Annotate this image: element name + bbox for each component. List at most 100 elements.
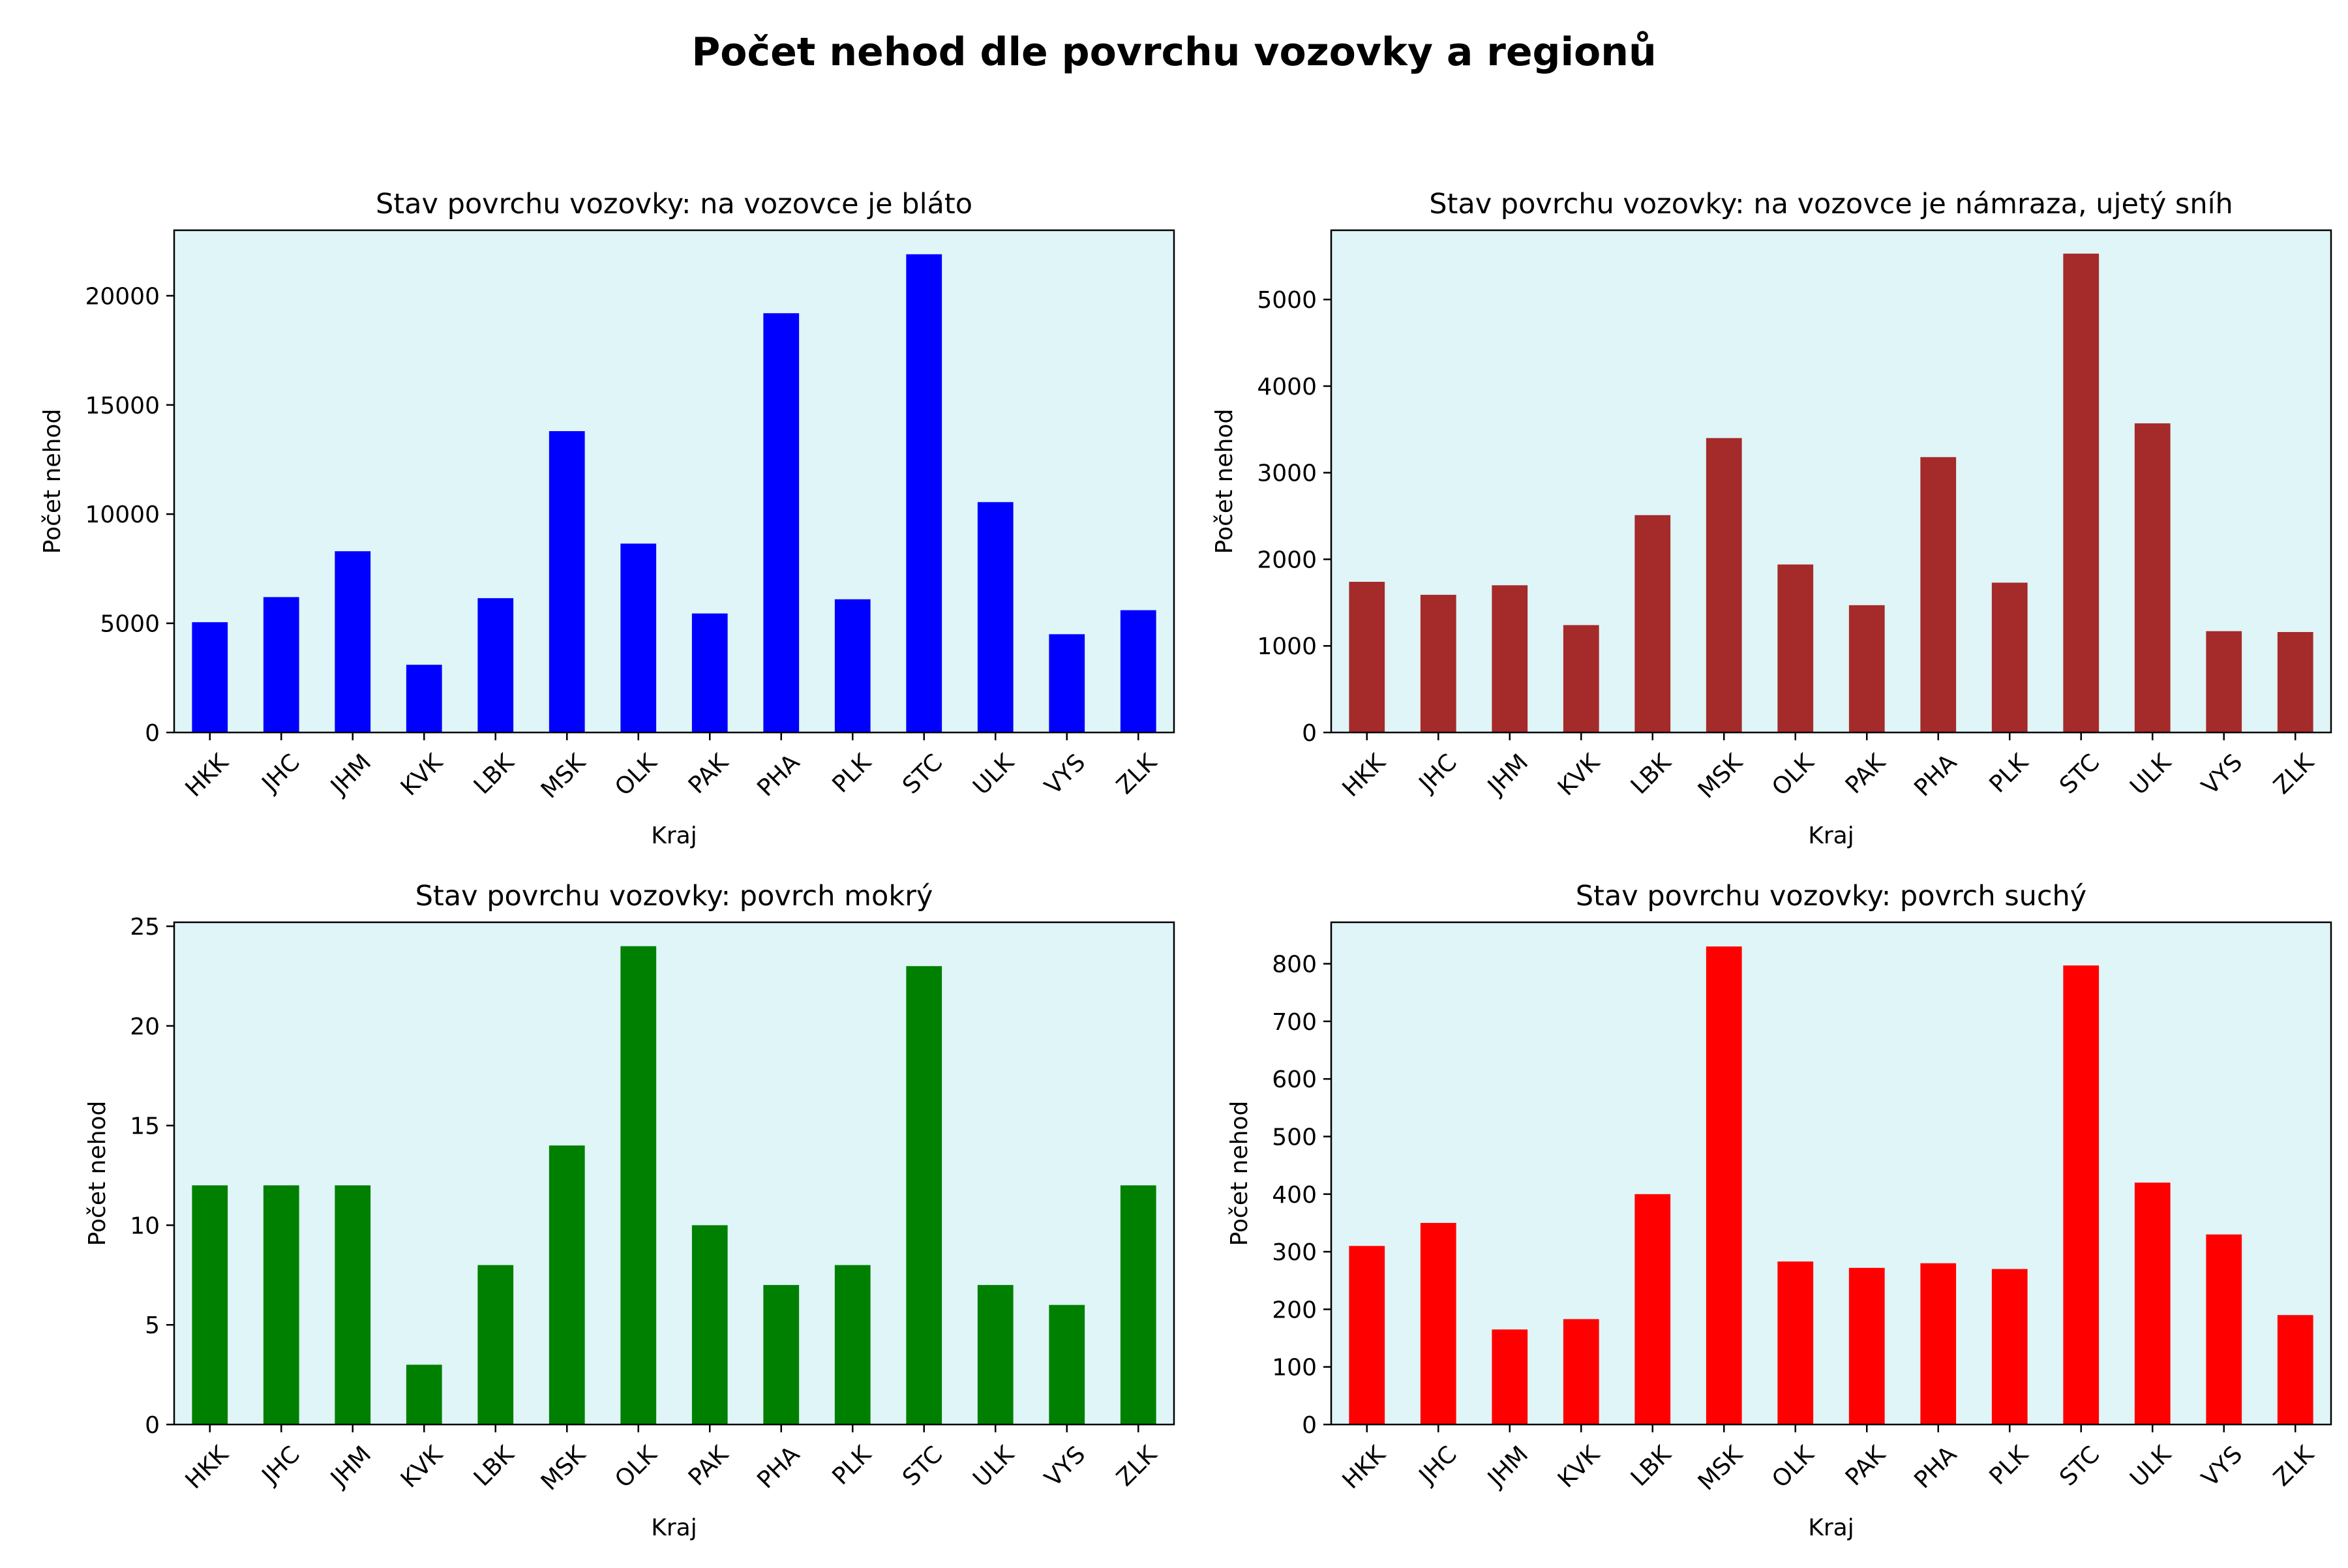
bar-lbk — [477, 1265, 514, 1425]
x-tick-label: PAK — [684, 1440, 734, 1491]
x-tick-label: OLK — [1767, 1440, 1820, 1493]
x-tick-label: KVK — [1553, 748, 1606, 801]
x-tick-label: PLK — [1984, 1440, 2034, 1490]
bar-stc — [2063, 965, 2100, 1425]
bar-kvk — [1563, 625, 1599, 732]
bar-msk — [549, 431, 585, 732]
bar-plk — [1991, 1269, 2028, 1425]
bar-plk — [1991, 582, 2028, 732]
bar-jhm — [335, 551, 371, 732]
bar-pha — [1920, 457, 1957, 732]
bar-jhc — [263, 597, 299, 732]
bar-pak — [1848, 605, 1885, 732]
bar-ulk — [2134, 423, 2171, 732]
bar-plk — [834, 1265, 871, 1425]
plot-background — [174, 230, 1174, 732]
y-tick-label: 10000 — [85, 502, 160, 528]
y-tick-label: 5 — [145, 1312, 160, 1339]
bar-zlk — [2277, 632, 2313, 732]
x-tick-label: JHM — [1482, 749, 1533, 800]
subplot-title: Stav povrchu vozovky: povrch suchý — [1576, 880, 2087, 912]
x-tick-label: KVK — [1553, 1440, 1606, 1493]
y-tick-label: 10 — [130, 1213, 160, 1239]
plot-frame — [1330, 229, 2332, 734]
x-tick-label: KVK — [396, 1440, 449, 1493]
bar-lbk — [1634, 1194, 1671, 1425]
y-tick-label: 5000 — [1257, 287, 1317, 314]
subplot-3: 0 5 10 15 20 25 HKK JHC JHM KVK LBK MSK OLK PAK PHA PLK… — [84, 880, 1175, 1541]
y-tick-label: 20 — [130, 1014, 160, 1040]
x-tick-label: OLK — [610, 748, 663, 801]
y-tick-label: 300 — [1272, 1239, 1317, 1266]
bar-hkk — [192, 1185, 228, 1425]
x-tick-label: PHA — [752, 1441, 805, 1494]
x-axis-label: Kraj — [1808, 822, 1854, 849]
x-tick-label: OLK — [610, 1440, 663, 1493]
x-tick-label: PHA — [752, 749, 805, 802]
bar-jhm — [1492, 585, 1528, 732]
bar-vys — [2206, 1234, 2242, 1425]
plot-frame — [173, 921, 1175, 1426]
x-tick-label: HKK — [181, 748, 235, 802]
x-tick-label: PAK — [1841, 1440, 1891, 1491]
x-tick-label: STC — [2054, 749, 2105, 799]
bar-kvk — [406, 665, 442, 732]
x-axis-label: Kraj — [651, 822, 697, 849]
y-axis-label: Počet nehod — [39, 409, 66, 554]
x-tick-label: HKK — [1338, 748, 1392, 802]
bar-ulk — [2134, 1183, 2171, 1425]
x-tick-label: PAK — [1841, 748, 1891, 799]
x-tick-label: LBK — [469, 748, 520, 799]
bar-olk — [620, 946, 657, 1425]
bar-zlk — [1120, 1185, 1156, 1425]
x-tick-label: STC — [897, 1441, 948, 1491]
x-tick-label: ZLK — [1111, 748, 1162, 799]
bar-kvk — [1563, 1319, 1599, 1425]
y-tick-label: 700 — [1272, 1009, 1317, 1036]
subplot-title: Stav povrchu vozovky: na vozovce je námr… — [1429, 188, 2233, 220]
y-tick-label: 25 — [130, 914, 160, 941]
x-tick-label: JHC — [1413, 1441, 1462, 1490]
bar-jhc — [263, 1185, 299, 1425]
x-tick-label: PLK — [827, 1440, 877, 1490]
x-tick-label: OLK — [1767, 748, 1820, 801]
bar-msk — [1706, 438, 1742, 732]
bar-kvk — [406, 1364, 442, 1425]
bar-stc — [906, 254, 942, 733]
x-tick-label: PLK — [827, 748, 877, 798]
subplot-title: Stav povrchu vozovky: povrch mokrý — [415, 880, 933, 912]
plot-frame — [173, 229, 1175, 734]
bar-msk — [549, 1145, 585, 1425]
x-tick-label: VYS — [2197, 1441, 2248, 1492]
bar-pak — [691, 613, 728, 732]
x-tick-label: STC — [2054, 1441, 2105, 1491]
bar-hkk — [192, 622, 228, 732]
y-tick-label: 2000 — [1257, 547, 1317, 573]
y-tick-label: 4000 — [1257, 374, 1317, 400]
x-tick-label: ZLK — [2268, 1440, 2319, 1491]
x-tick-label: KVK — [396, 748, 449, 801]
x-tick-label: ULK — [2125, 1440, 2176, 1492]
x-tick-label: JHC — [256, 749, 305, 798]
bar-lbk — [1634, 515, 1671, 732]
bar-jhm — [1492, 1329, 1528, 1425]
y-tick-label: 1000 — [1257, 633, 1317, 660]
x-tick-label: ULK — [968, 748, 1019, 800]
y-tick-label: 100 — [1272, 1355, 1317, 1381]
y-tick-label: 600 — [1272, 1066, 1317, 1093]
x-tick-label: PAK — [684, 748, 734, 799]
x-tick-label: HKK — [1338, 1440, 1392, 1494]
x-tick-label: JHM — [325, 1441, 376, 1492]
bar-vys — [1049, 1304, 1085, 1425]
bar-pha — [763, 313, 800, 732]
subplot-2: 0 1000 2000 3000 4000 5000 HKK JHC JHM KVK LBK MSK O… — [1211, 188, 2332, 849]
x-axis-label: Kraj — [1808, 1515, 1854, 1541]
bar-plk — [834, 599, 871, 732]
bar-pak — [1848, 1267, 1885, 1425]
y-axis-label: Počet nehod — [1211, 409, 1238, 554]
y-tick-label: 5000 — [100, 611, 160, 638]
y-tick-label: 3000 — [1257, 460, 1317, 487]
x-tick-label: LBK — [1626, 1440, 1677, 1491]
subplot-title: Stav povrchu vozovky: na vozovce je blát… — [376, 188, 972, 220]
